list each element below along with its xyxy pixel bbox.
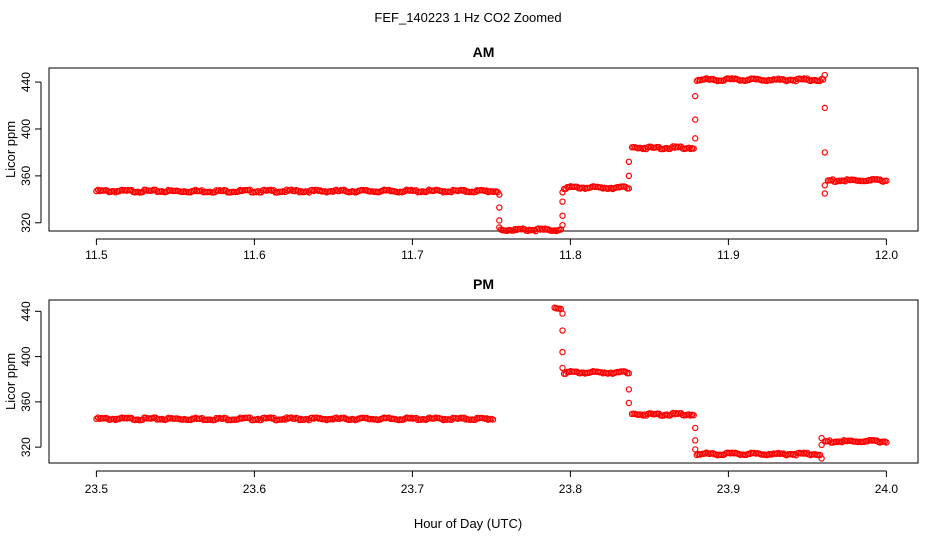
data-point bbox=[818, 441, 825, 449]
panel-pm: PM Licor ppm 23.5 23.6 23.7 23.8 23.9 24.0 320 36… bbox=[3, 276, 919, 496]
figure-title: FEF_140223 1 Hz CO2 Zoomed bbox=[374, 10, 561, 25]
y-tick-label: 360 bbox=[19, 166, 33, 186]
y-axis-label: Licor ppm bbox=[3, 353, 18, 410]
data-point bbox=[690, 145, 697, 152]
data-point bbox=[625, 399, 633, 407]
data-point bbox=[559, 212, 566, 219]
x-tick-label: 11.8 bbox=[559, 248, 582, 262]
data-point bbox=[692, 92, 699, 100]
data-point bbox=[883, 439, 890, 446]
data-point bbox=[559, 327, 566, 334]
x-tick-label: 23.8 bbox=[559, 482, 583, 496]
data-point bbox=[496, 224, 503, 231]
data-point bbox=[821, 104, 828, 112]
data-point bbox=[821, 71, 828, 79]
x-tick-label: 23.6 bbox=[243, 482, 267, 496]
data-point bbox=[692, 437, 699, 444]
panel-title: AM bbox=[473, 44, 495, 60]
x-tick-label: 11.6 bbox=[243, 248, 266, 262]
data-point bbox=[692, 424, 699, 432]
data-point bbox=[625, 386, 633, 393]
data-point bbox=[496, 217, 503, 224]
x-tick-label: 11.7 bbox=[401, 248, 424, 262]
data-point bbox=[559, 310, 566, 317]
data-series bbox=[93, 71, 890, 235]
data-point bbox=[821, 149, 828, 156]
data-point bbox=[562, 370, 569, 377]
y-tick-label: 440 bbox=[19, 301, 33, 321]
data-point bbox=[562, 185, 569, 193]
data-point bbox=[559, 364, 566, 372]
x-tick-label: 23.9 bbox=[717, 482, 741, 496]
data-point bbox=[821, 182, 828, 189]
data-point bbox=[622, 183, 629, 191]
data-point bbox=[883, 177, 890, 184]
data-point bbox=[559, 189, 566, 196]
panel-am: AM Licor ppm 11.5 11.6 11.7 11.8 11.9 12.0 320 36… bbox=[3, 44, 919, 262]
data-point bbox=[496, 191, 503, 198]
y-tick-label: 320 bbox=[19, 437, 33, 457]
y-tick-label: 400 bbox=[19, 346, 33, 366]
data-point bbox=[489, 416, 497, 423]
data-point bbox=[559, 198, 566, 205]
data-point bbox=[690, 412, 697, 419]
y-tick-label: 440 bbox=[19, 72, 33, 92]
x-tick-label: 11.9 bbox=[717, 248, 740, 262]
panel-title: PM bbox=[473, 276, 494, 292]
x-tick-label: 23.7 bbox=[401, 482, 425, 496]
data-point bbox=[559, 221, 566, 229]
data-point bbox=[692, 116, 699, 123]
data-point bbox=[692, 446, 699, 453]
data-point bbox=[622, 368, 629, 376]
y-axis-label: Licor ppm bbox=[3, 121, 18, 178]
data-point bbox=[559, 348, 566, 356]
data-point bbox=[496, 204, 503, 211]
data-series bbox=[93, 304, 890, 462]
data-point bbox=[818, 434, 825, 442]
data-point bbox=[625, 172, 633, 180]
x-tick-label: 11.5 bbox=[85, 248, 108, 262]
data-point bbox=[692, 135, 699, 142]
data-point bbox=[818, 455, 825, 462]
data-point bbox=[625, 185, 633, 192]
data-point bbox=[816, 451, 824, 459]
x-tick-label: 23.5 bbox=[85, 482, 109, 496]
plot-frame bbox=[48, 299, 919, 464]
x-tick-label: 12.0 bbox=[875, 248, 899, 262]
data-point bbox=[625, 158, 633, 166]
figure-x-axis-label: Hour of Day (UTC) bbox=[414, 516, 522, 531]
plot-frame bbox=[48, 67, 919, 232]
y-tick-label: 360 bbox=[19, 392, 33, 412]
data-point bbox=[821, 190, 828, 197]
y-tick-label: 320 bbox=[19, 212, 33, 232]
y-tick-label: 400 bbox=[19, 119, 33, 139]
data-point bbox=[625, 370, 633, 377]
x-tick-label: 24.0 bbox=[875, 482, 899, 496]
